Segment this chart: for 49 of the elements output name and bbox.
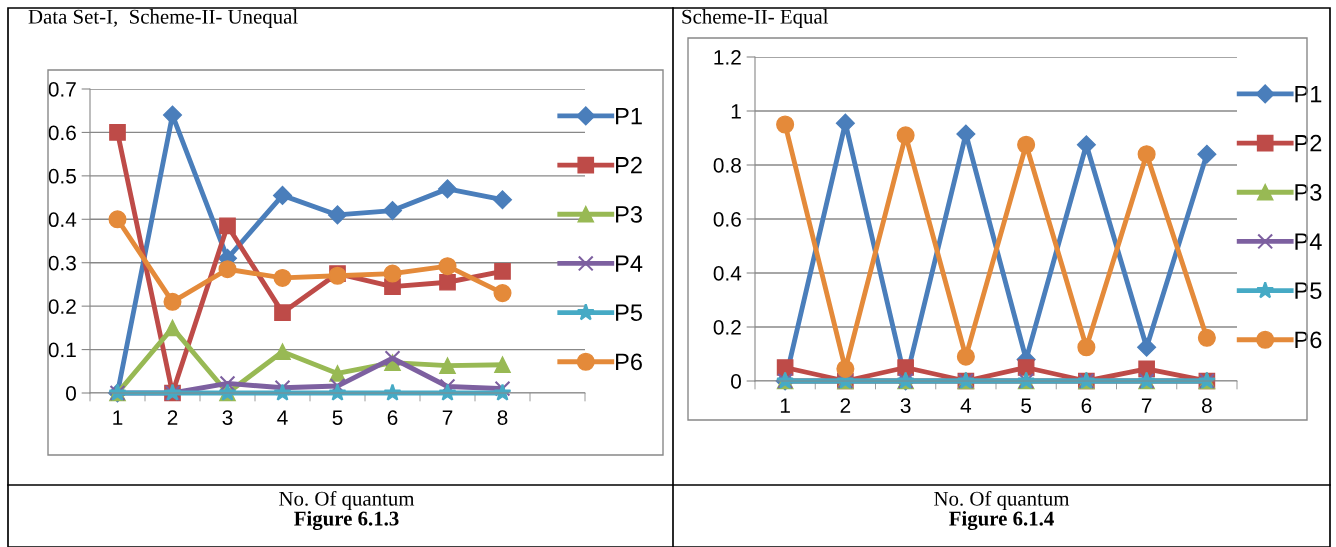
y-tick-label: 1 [731, 104, 741, 119]
x-tick-label: 7 [442, 410, 453, 425]
x-tick-label: 3 [222, 410, 233, 425]
chart-title: Data Set-I, Scheme-II- Unequal [28, 9, 298, 28]
caption: Figure 6.1.4 [949, 510, 1054, 530]
x-tick-label: 5 [332, 410, 343, 425]
legend-label: P6 [1295, 331, 1322, 349]
x-tick-label: 2 [840, 398, 851, 413]
x-tick-label: 1 [780, 398, 790, 413]
x-tick-label: 7 [1141, 398, 1152, 413]
legend-label: P1 [616, 107, 642, 125]
y-tick-label: 0.3 [48, 255, 76, 271]
legend-label: P4 [1295, 233, 1322, 250]
x-tick-label: 8 [497, 410, 508, 425]
x-tick-label: 4 [277, 410, 288, 425]
y-tick-label: 0.6 [713, 212, 741, 227]
legend-label: P5 [1295, 282, 1322, 300]
legend-label: P6 [616, 353, 642, 371]
y-tick-label: 0.7 [48, 82, 76, 97]
x-tick-label: 1 [113, 410, 123, 425]
legend-label: P4 [616, 255, 643, 272]
y-tick-label: 1.2 [714, 50, 741, 65]
legend-label: P5 [616, 304, 642, 322]
x-axis-title: No. Of quantum [934, 490, 1070, 510]
legend-label: P3 [616, 206, 642, 223]
y-tick-label: 0.4 [48, 212, 77, 228]
x-tick-label: 6 [1081, 398, 1092, 413]
x-tick-label: 4 [960, 398, 972, 413]
x-tick-label: 8 [1201, 398, 1212, 413]
y-tick-label: 0 [66, 386, 76, 401]
x-tick-label: 6 [387, 410, 398, 425]
legend-label: P3 [1295, 184, 1322, 201]
x-tick-label: 2 [167, 410, 178, 425]
legend-label: P1 [1295, 85, 1322, 103]
y-tick-label: 0 [731, 374, 741, 389]
x-tick-label: 5 [1021, 398, 1032, 413]
y-tick-label: 0.1 [48, 342, 76, 358]
x-tick-label: 3 [900, 398, 911, 413]
y-tick-label: 0.2 [713, 320, 741, 335]
y-tick-label: 0.8 [713, 158, 741, 173]
y-tick-label: 0.5 [48, 168, 76, 184]
y-tick-label: 0.2 [48, 299, 76, 314]
legend-label: P2 [616, 156, 642, 174]
y-tick-label: 0.6 [48, 125, 76, 141]
x-axis-title: No. Of quantum [279, 490, 415, 510]
y-tick-label: 0.4 [713, 266, 742, 281]
caption: Figure 6.1.3 [294, 510, 399, 530]
chart-title: Scheme-II- Equal [682, 9, 829, 28]
legend-label: P2 [1295, 134, 1322, 152]
